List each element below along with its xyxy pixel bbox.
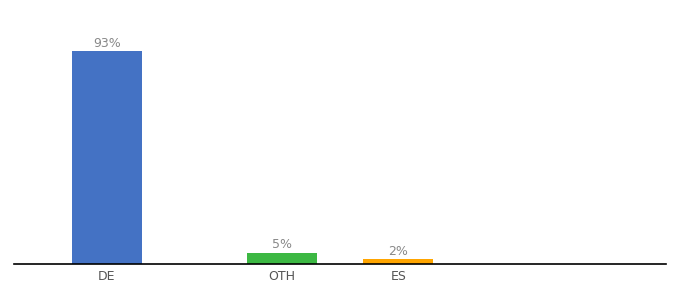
Bar xyxy=(363,260,433,264)
Bar xyxy=(72,51,142,264)
Bar xyxy=(247,253,317,264)
Text: 93%: 93% xyxy=(93,37,121,50)
Text: 5%: 5% xyxy=(272,238,292,251)
Text: 2%: 2% xyxy=(388,245,408,258)
